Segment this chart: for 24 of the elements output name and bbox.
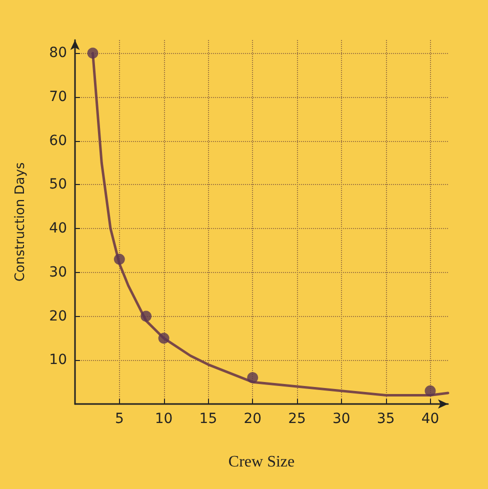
x-tick-label: 15	[199, 411, 218, 427]
y-tick-label: 50	[49, 176, 67, 193]
x-tick-label: 25	[288, 411, 306, 427]
point	[114, 254, 125, 265]
x-tick-label: 10	[154, 411, 173, 427]
y-tick-label: 60	[49, 132, 67, 149]
y-tick-label: 40	[49, 220, 67, 237]
x-tick-label: 20	[244, 411, 262, 427]
point	[424, 385, 436, 396]
point	[158, 332, 170, 344]
x-tick-label: 5	[114, 411, 124, 427]
x-tick-label: 40	[421, 411, 440, 427]
point	[140, 310, 152, 322]
point	[247, 372, 258, 384]
y-tick-label: 80	[49, 45, 67, 62]
x-tick-label: 35	[376, 411, 395, 427]
y-tick-label: 70	[49, 89, 67, 106]
y-axis-title: Construction Days	[13, 162, 28, 282]
x-axis-title: Crew Size	[228, 454, 295, 470]
point	[87, 48, 98, 59]
x-tick-label: 30	[332, 411, 350, 427]
y-tick-label: 30	[49, 264, 67, 280]
y-tick-label: 20	[49, 308, 67, 324]
y-tick-label: 10	[49, 352, 67, 368]
